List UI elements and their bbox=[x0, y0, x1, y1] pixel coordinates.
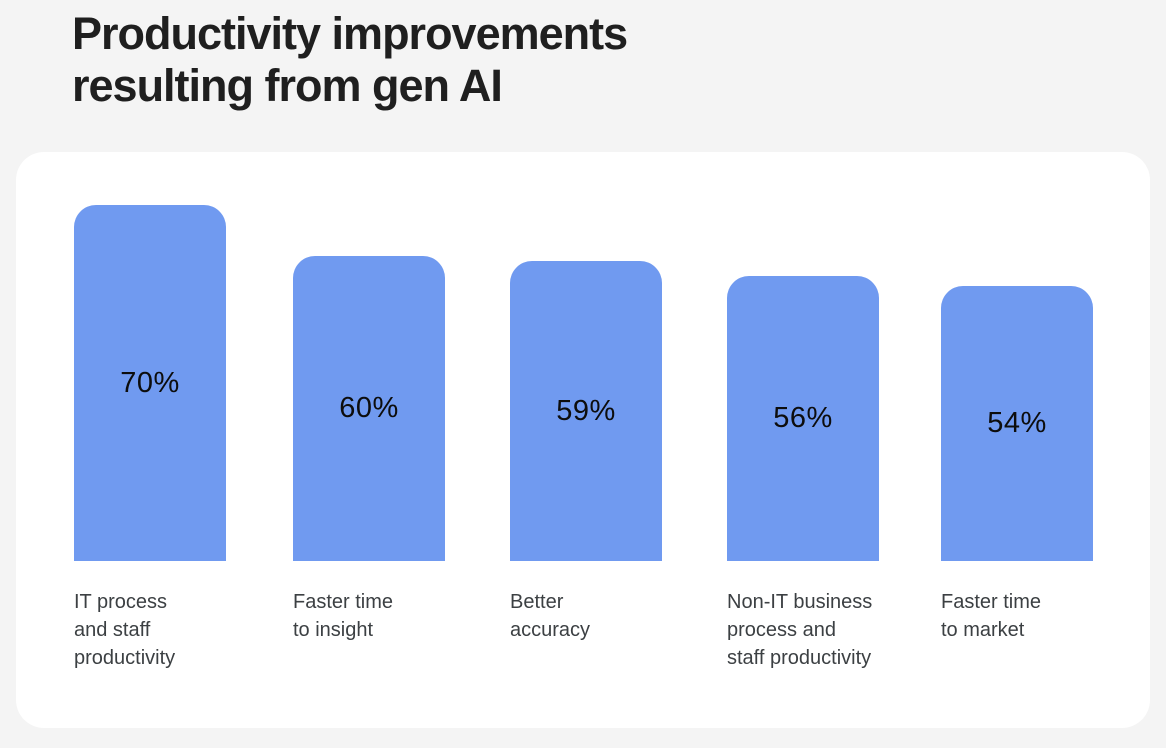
bar-category-label-line: accuracy bbox=[510, 619, 591, 641]
bar-category-label-line: Non-IT business bbox=[727, 591, 873, 613]
bar: 59% bbox=[510, 261, 662, 561]
bar-category-label-line: process and bbox=[727, 619, 836, 641]
bar: 70% bbox=[74, 205, 226, 561]
bar-category-label: Faster time to market bbox=[941, 588, 1093, 644]
page-title-line-2: resulting from gen AI bbox=[72, 60, 503, 111]
bar: 60% bbox=[293, 256, 445, 561]
bar-value-label: 70% bbox=[120, 366, 180, 399]
bar-category-label-line: Better bbox=[510, 591, 564, 613]
bar-value-label: 54% bbox=[987, 407, 1047, 439]
bar-value-label: 59% bbox=[556, 394, 616, 427]
bar-column: 60% Faster time to insight bbox=[293, 152, 445, 644]
bar: 54% bbox=[941, 286, 1093, 561]
bar-chart: 70% IT process and staff productivity 60% … bbox=[16, 152, 1150, 728]
bar-category-label-line: Faster time bbox=[941, 591, 1042, 613]
bar-category-label: Faster time to insight bbox=[293, 588, 445, 644]
bar-column: 59% Better accuracy bbox=[510, 152, 662, 644]
bar-track: 70% bbox=[74, 152, 226, 561]
bar-track: 56% bbox=[727, 152, 879, 561]
bar-value-label: 56% bbox=[773, 402, 833, 434]
bar-category-label-line: staff productivity bbox=[727, 647, 872, 669]
bar-track: 54% bbox=[941, 152, 1093, 561]
bar-column: 70% IT process and staff productivity bbox=[74, 152, 226, 672]
chart-card: 70% IT process and staff productivity 60% … bbox=[16, 152, 1150, 728]
bar-category-label: IT process and staff productivity bbox=[74, 588, 226, 672]
bar-category-label-line: and staff bbox=[74, 619, 151, 641]
bar-track: 60% bbox=[293, 152, 445, 561]
bar-value-label: 60% bbox=[339, 392, 399, 424]
bar-track: 59% bbox=[510, 152, 662, 561]
bar: 56% bbox=[727, 276, 879, 561]
bar-column: 56% Non-IT business process and staff prod… bbox=[727, 152, 879, 672]
page-title-line-1: Productivity improvements bbox=[72, 8, 628, 59]
bar-category-label-line: productivity bbox=[74, 647, 176, 669]
page-title: Productivity improvements resulting from … bbox=[72, 8, 628, 112]
bar-category-label: Non-IT business process and staff producti… bbox=[727, 588, 879, 672]
bar-category-label-line: to insight bbox=[293, 619, 374, 641]
bar-category-label-line: IT process bbox=[74, 591, 167, 613]
bar-column: 54% Faster time to market bbox=[941, 152, 1093, 644]
bar-category-label-line: Faster time bbox=[293, 591, 394, 613]
bar-category-label: Better accuracy bbox=[510, 588, 662, 644]
bar-category-label-line: to market bbox=[941, 619, 1025, 641]
